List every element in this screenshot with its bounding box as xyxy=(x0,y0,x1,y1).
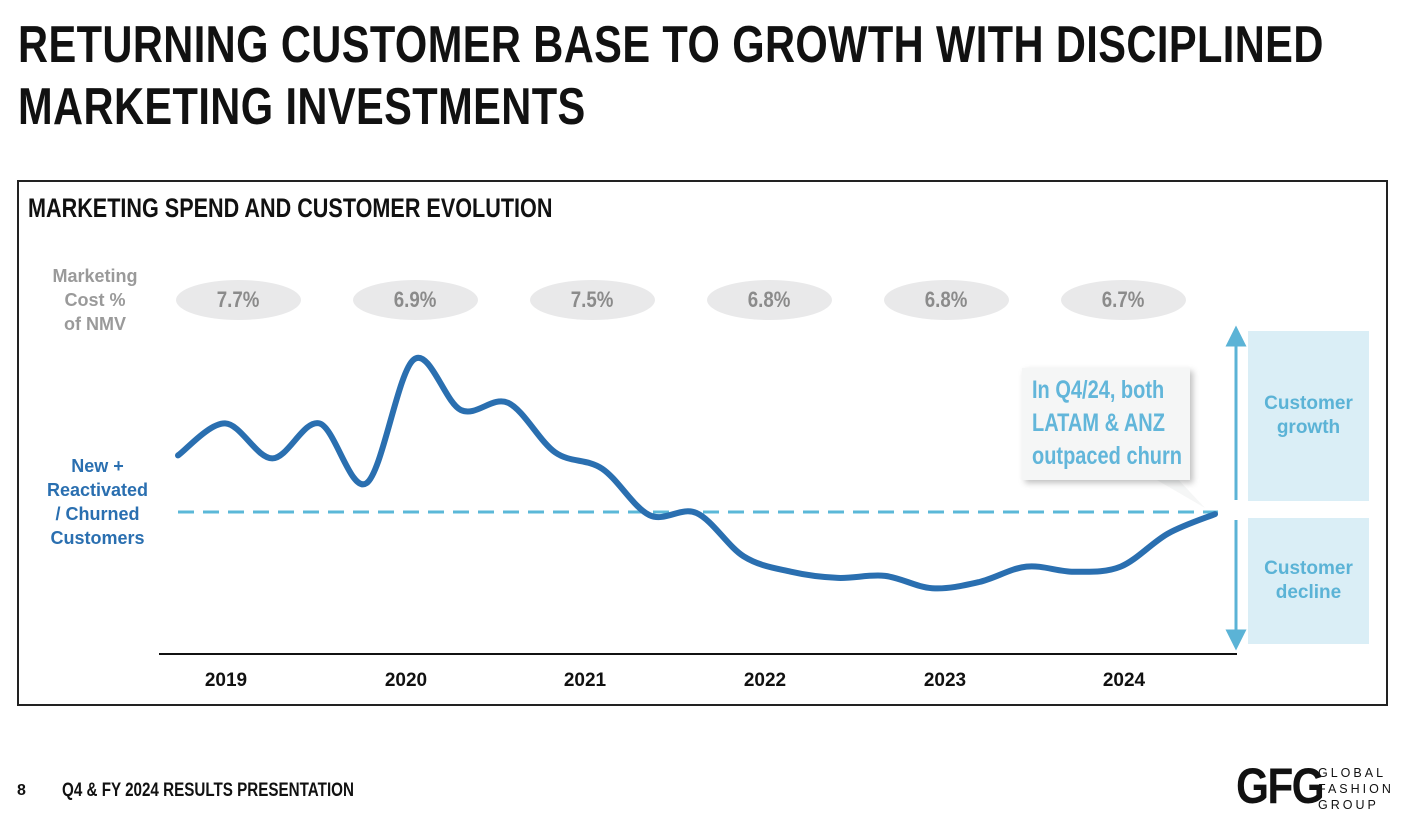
customer-decline-label: Customer decline xyxy=(1264,558,1353,603)
gfg-logo-words: GLOBAL FASHION GROUP xyxy=(1318,765,1394,813)
marketing-cost-label: Marketing Cost % of NMV xyxy=(40,264,150,336)
cost-label-line: of NMV xyxy=(64,314,126,334)
customer-growth-label: Customer growth xyxy=(1264,393,1353,438)
cost-pill-value: 7.5% xyxy=(571,287,614,312)
footer-title: Q4 & FY 2024 RESULTS PRESENTATION xyxy=(62,780,354,801)
cost-label-line: Cost % xyxy=(64,290,126,310)
x-tick-2020: 2020 xyxy=(384,670,428,691)
callout-line: In Q4/24, both xyxy=(1032,376,1165,404)
logo-word: GLOBAL xyxy=(1318,766,1387,780)
x-tick-2023: 2023 xyxy=(923,670,967,691)
x-tick-2021: 2021 xyxy=(563,670,607,691)
logo-word: FASHION xyxy=(1318,782,1394,796)
cost-pill-value: 6.7% xyxy=(1102,287,1145,312)
y-axis-label: New + Reactivated / Churned Customers xyxy=(30,454,165,550)
cost-pill-2023: 6.8% xyxy=(884,280,1009,320)
y-label-line: / Churned xyxy=(55,504,140,524)
customer-decline-box: Customer decline xyxy=(1248,518,1369,644)
y-label-line: New + xyxy=(71,456,124,476)
x-tick-2019: 2019 xyxy=(204,670,248,691)
cost-label-line: Marketing xyxy=(52,266,138,286)
cost-pill-value: 6.8% xyxy=(748,287,791,312)
callout-line: outpaced churn xyxy=(1032,442,1183,470)
gfg-logo-mark: GFG xyxy=(1236,758,1325,814)
cost-pill-value: 6.9% xyxy=(394,287,437,312)
customer-series-line xyxy=(175,354,1218,592)
page-number: 8 xyxy=(17,782,26,799)
cost-pill-2019: 7.7% xyxy=(176,280,301,320)
chart-panel xyxy=(17,180,1388,706)
callout-pointer xyxy=(1150,476,1205,508)
cost-pill-value: 7.7% xyxy=(217,287,260,312)
cost-pill-value: 6.8% xyxy=(925,287,968,312)
cost-pill-2021: 7.5% xyxy=(530,280,655,320)
title-line-2: MARKETING INVESTMENTS xyxy=(18,78,586,136)
logo-word: GROUP xyxy=(1318,798,1379,812)
x-tick-2022: 2022 xyxy=(743,670,787,691)
x-tick-2024: 2024 xyxy=(1102,670,1146,691)
callout-line: LATAM & ANZ xyxy=(1032,409,1165,437)
cost-pill-2022: 6.8% xyxy=(707,280,832,320)
cost-pill-2020: 6.9% xyxy=(353,280,478,320)
chart-title: MARKETING SPEND AND CUSTOMER EVOLUTION xyxy=(28,193,553,223)
customer-growth-box: Customer growth xyxy=(1248,331,1369,501)
cost-pill-2024: 6.7% xyxy=(1061,280,1186,320)
y-label-line: Customers xyxy=(50,528,145,548)
callout-box: In Q4/24, both LATAM & ANZ outpaced chur… xyxy=(1022,368,1190,480)
y-label-line: Reactivated xyxy=(46,480,149,500)
callout-text: In Q4/24, both LATAM & ANZ outpaced chur… xyxy=(1032,374,1192,473)
